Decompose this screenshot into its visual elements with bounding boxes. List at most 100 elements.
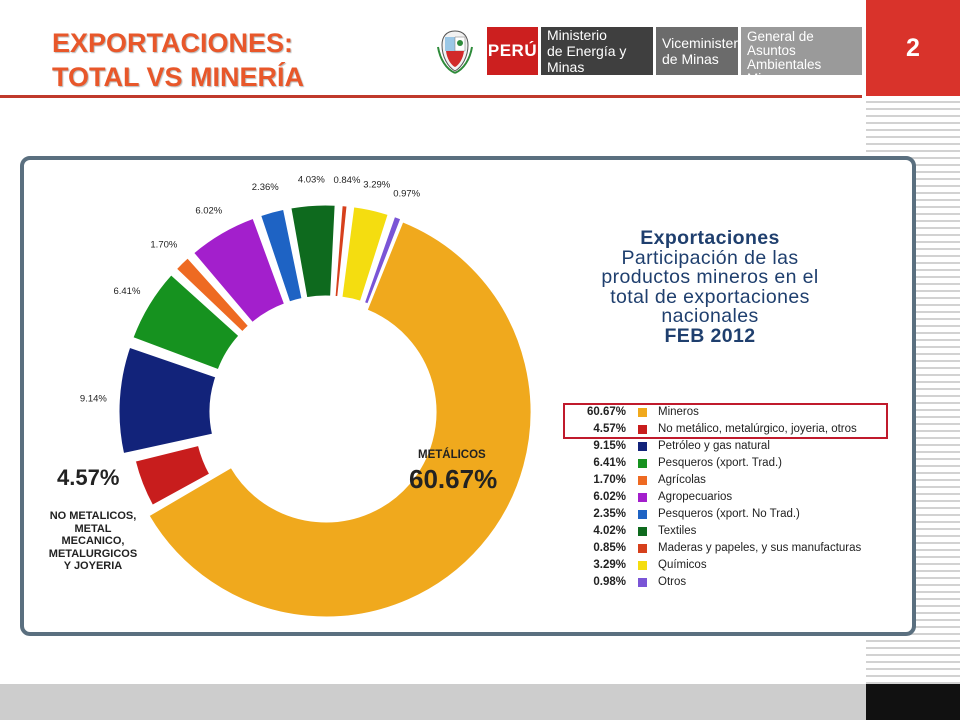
slide-title: EXPORTACIONES: TOTAL VS MINERÍA xyxy=(52,26,304,94)
legend-swatch xyxy=(638,578,647,587)
legend-swatch xyxy=(638,476,647,485)
chart-title-line1: Exportaciones xyxy=(640,227,780,249)
vice-line2: de Minas xyxy=(662,51,719,67)
nometal-value: 4.57% xyxy=(57,465,120,490)
ministerio-line2: de Energía y Minas xyxy=(547,43,627,75)
dir-line3: Ambientales Mineros xyxy=(747,57,822,86)
legend-pct: 60.67% xyxy=(586,406,626,418)
legend-highlight-box xyxy=(563,403,888,439)
legend-item: 1.70% Agrícolas xyxy=(560,472,900,489)
dir-line1: Dirección xyxy=(747,15,804,30)
donut-slice-1 xyxy=(148,221,532,618)
page-number: 2 xyxy=(866,0,960,96)
legend-pct: 0.85% xyxy=(593,542,626,554)
metalicos-label: METÁLICOS xyxy=(418,449,486,461)
slide-title-line1: EXPORTACIONES: xyxy=(52,28,294,58)
nometal-line1: NO METALICOS, xyxy=(49,510,137,522)
slice-label-11: 0.97% xyxy=(393,188,420,199)
legend-pct: 6.41% xyxy=(593,457,626,469)
footer-bar xyxy=(0,684,866,720)
slice-label-9: 0.84% xyxy=(333,175,360,186)
legend-item: 60.67% Mineros xyxy=(560,404,900,421)
nometal-line4: METALURGICOS xyxy=(48,547,138,560)
slide-title-line2: TOTAL VS MINERÍA xyxy=(52,62,305,92)
legend-swatch xyxy=(638,425,647,434)
legend-pct: 2.35% xyxy=(593,508,626,520)
dir-line2: General de Asuntos xyxy=(747,29,814,58)
nometal-line5: Y JOYERIA xyxy=(63,560,123,572)
legend-item: 0.85% Maderas y papeles, y sus manufactur… xyxy=(560,540,900,557)
chart-title-line6: FEB 2012 xyxy=(664,324,756,347)
legend-swatch xyxy=(638,527,647,536)
legend-name: No metálico, metalúrgico, joyeria, otros xyxy=(658,423,857,435)
legend-swatch xyxy=(638,510,647,519)
legend-pct: 3.29% xyxy=(593,559,626,571)
legend-name: Otros xyxy=(658,576,687,588)
legend-name: Pesqueros (xport. Trad.) xyxy=(658,457,782,469)
legend-item: 6.41% Pesqueros (xport. Trad.) xyxy=(560,455,900,472)
legend-pct: 9.15% xyxy=(593,440,626,452)
peru-brand-box: PERÚ xyxy=(487,27,538,75)
legend-swatch xyxy=(638,408,647,417)
legend-name: Petróleo y gas natural xyxy=(658,440,770,452)
metalicos-value: 60.67% xyxy=(409,464,498,494)
legend-swatch xyxy=(638,561,647,570)
viceministerio-box: Viceministerio de Minas xyxy=(656,27,749,75)
chart-title-line2: Participación de las xyxy=(621,246,799,269)
donut-slice-10 xyxy=(341,206,389,302)
legend-item: 4.02% Textiles xyxy=(560,523,900,540)
donut-slice-4 xyxy=(132,274,240,371)
legend-swatch xyxy=(638,459,647,468)
footer-corner xyxy=(866,684,960,720)
chart-legend: 60.67% Mineros 4.57% No metálico, metalúrgi… xyxy=(560,404,900,591)
nometal-line2: METAL xyxy=(74,522,112,535)
legend-swatch xyxy=(638,544,647,553)
nometal-line3: MECANICO, xyxy=(61,535,125,547)
legend-pct: 4.57% xyxy=(593,423,626,435)
legend-name: Textiles xyxy=(658,525,697,537)
coat-of-arms-icon xyxy=(437,30,473,74)
vice-line1: Viceministerio xyxy=(662,35,749,51)
slice-label-4: 6.41% xyxy=(113,286,140,297)
nometal-label: NO METALICOS, METAL MECANICO, METALURGIC… xyxy=(40,510,146,573)
legend-name: Pesqueros (xport. No Trad.) xyxy=(658,508,800,520)
chart-title-line4: total de exportaciones xyxy=(610,285,810,308)
donut-slice-3 xyxy=(118,346,217,455)
slice-label-5: 1.70% xyxy=(150,240,177,251)
legend-pct: 0.98% xyxy=(593,576,626,588)
slice-label-3: 9.14% xyxy=(80,394,107,405)
legend-item: 4.57% No metálico, metalúrgico, joyeria, … xyxy=(560,421,900,438)
legend-item: 9.15% Petróleo y gas natural xyxy=(560,438,900,455)
legend-swatch xyxy=(638,493,647,502)
legend-swatch xyxy=(638,442,647,451)
legend-pct: 6.02% xyxy=(593,491,626,503)
legend-item: 6.02% Agropecuarios xyxy=(560,489,900,506)
slice-label-7: 2.36% xyxy=(252,182,279,193)
donut-slice-11 xyxy=(363,216,402,305)
slice-label-6: 6.02% xyxy=(195,206,222,217)
donut-slice-2 xyxy=(134,444,211,506)
donut-slice-9 xyxy=(334,205,348,298)
legend-item: 3.29% Químicos xyxy=(560,557,900,574)
slice-label-8: 4.03% xyxy=(298,174,325,185)
title-divider xyxy=(0,95,862,98)
legend-name: Mineros xyxy=(658,406,699,418)
legend-name: Químicos xyxy=(658,559,707,571)
legend-name: Agropecuarios xyxy=(658,491,733,503)
legend-item: 2.35% Pesqueros (xport. No Trad.) xyxy=(560,506,900,523)
ministerio-box: Ministerio de Energía y Minas xyxy=(541,27,653,75)
legend-name: Maderas y papeles, y sus manufacturas xyxy=(658,542,862,554)
chart-title: Exportaciones Participación de las produ… xyxy=(560,227,860,347)
legend-pct: 1.70% xyxy=(593,474,626,486)
chart-title-line3: productos mineros en el xyxy=(601,266,819,288)
donut-slice-7 xyxy=(260,208,303,303)
chart-title-line5: nacionales xyxy=(661,305,759,327)
slice-label-10: 3.29% xyxy=(363,180,390,191)
legend-pct: 4.02% xyxy=(593,525,626,537)
direccion-box: Dirección General de Asuntos Ambientales… xyxy=(741,16,862,86)
legend-item: 0.98% Otros xyxy=(560,574,900,591)
legend-name: Agrícolas xyxy=(658,474,706,486)
ministerio-line1: Ministerio xyxy=(547,27,607,43)
donut-slice-8 xyxy=(290,204,336,299)
